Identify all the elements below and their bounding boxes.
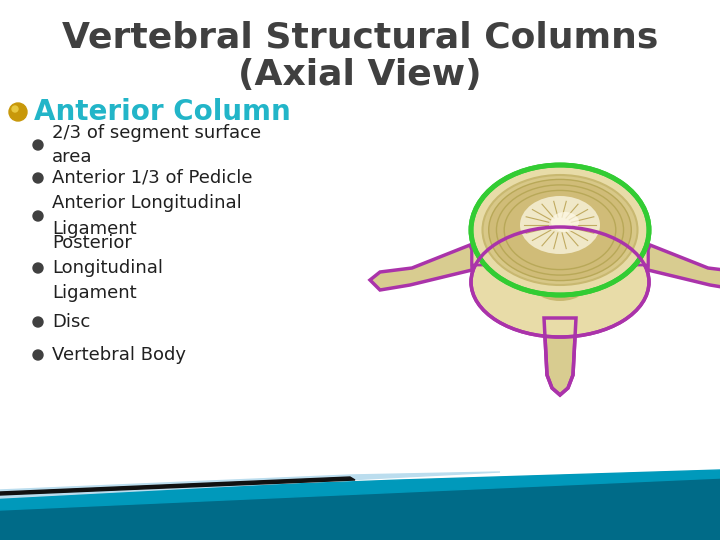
Polygon shape (0, 472, 500, 498)
Circle shape (9, 103, 27, 121)
Circle shape (33, 140, 43, 150)
Text: 2/3 of segment surface
area: 2/3 of segment surface area (52, 124, 261, 166)
Circle shape (33, 317, 43, 327)
Ellipse shape (471, 165, 649, 295)
Ellipse shape (520, 196, 600, 254)
Text: Anterior 1/3 of Pedicle: Anterior 1/3 of Pedicle (52, 169, 253, 187)
Ellipse shape (551, 212, 579, 232)
Polygon shape (0, 470, 720, 510)
Polygon shape (628, 240, 648, 265)
Text: Anterior Longitudinal
Ligament: Anterior Longitudinal Ligament (52, 194, 242, 238)
Text: (Axial View): (Axial View) (238, 58, 482, 92)
Ellipse shape (471, 227, 649, 337)
Text: Vertebral Structural Columns: Vertebral Structural Columns (62, 21, 658, 55)
Circle shape (12, 106, 18, 112)
Text: Vertebral Body: Vertebral Body (52, 346, 186, 364)
Text: Posterior
Longitudinal
Ligament: Posterior Longitudinal Ligament (52, 234, 163, 302)
Polygon shape (0, 478, 720, 540)
Polygon shape (544, 318, 576, 395)
Polygon shape (648, 245, 720, 290)
Ellipse shape (504, 191, 616, 269)
Polygon shape (0, 490, 720, 540)
Polygon shape (370, 245, 472, 290)
Circle shape (33, 263, 43, 273)
Circle shape (33, 173, 43, 183)
Text: Anterior Column: Anterior Column (34, 98, 291, 126)
Polygon shape (0, 477, 355, 495)
Circle shape (33, 350, 43, 360)
Ellipse shape (534, 255, 586, 295)
Ellipse shape (497, 185, 624, 275)
Ellipse shape (526, 249, 594, 301)
Circle shape (33, 211, 43, 221)
Polygon shape (472, 240, 492, 265)
Ellipse shape (489, 179, 631, 281)
Ellipse shape (482, 175, 637, 285)
Text: Disc: Disc (52, 313, 90, 331)
